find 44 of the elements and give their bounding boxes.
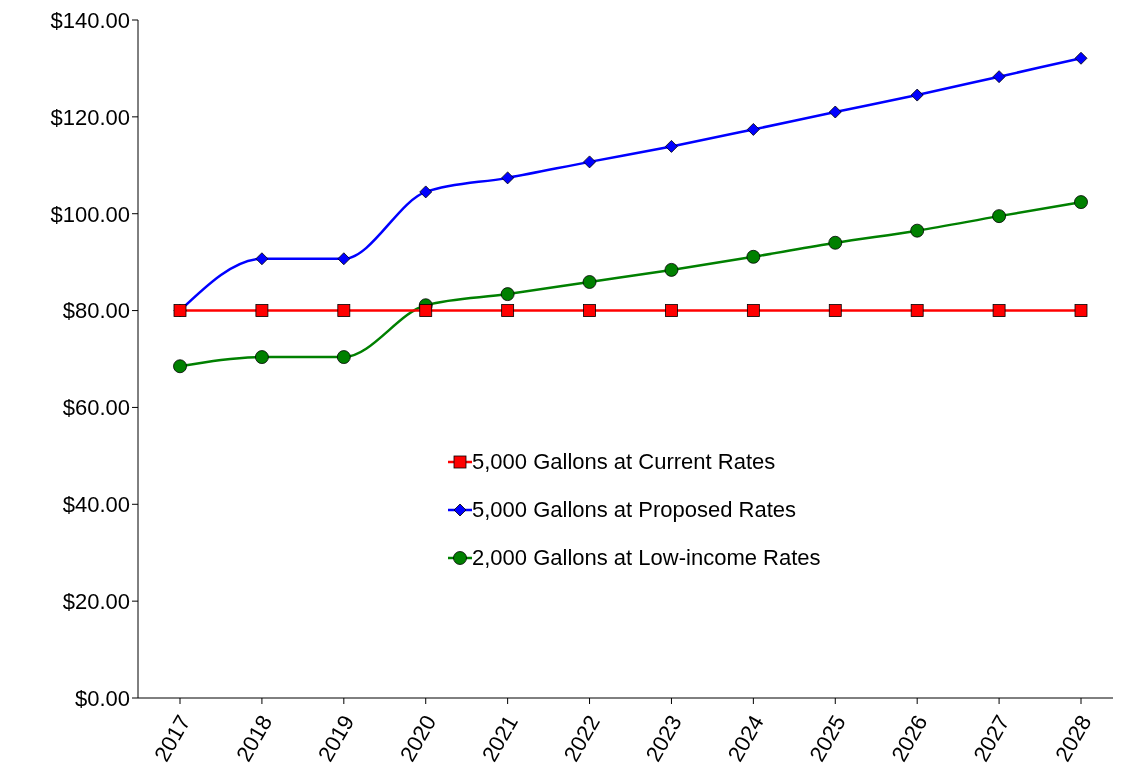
y-tick-label: $80.00 — [62, 298, 130, 324]
point — [173, 359, 187, 374]
point — [255, 350, 269, 364]
point — [828, 105, 842, 119]
y-tick-label: $60.00 — [62, 395, 130, 421]
point — [255, 304, 269, 317]
point — [746, 123, 760, 136]
point — [337, 304, 351, 317]
point — [583, 155, 596, 169]
point — [583, 304, 596, 317]
y-tick-label: $100.00 — [50, 201, 130, 227]
legend-label: 5,000 Gallons at Current Rates — [472, 449, 776, 475]
point — [665, 304, 678, 317]
point — [665, 140, 678, 153]
point — [910, 223, 925, 238]
point — [992, 209, 1006, 224]
point — [828, 235, 843, 250]
point — [828, 304, 842, 317]
point — [419, 185, 433, 199]
point — [419, 304, 433, 317]
y-tick-label: $0.00 — [74, 685, 130, 711]
point — [746, 304, 760, 317]
point — [746, 249, 761, 264]
point — [1074, 304, 1088, 317]
point — [1074, 51, 1088, 65]
point — [910, 88, 924, 102]
point — [500, 287, 515, 302]
point — [664, 262, 679, 277]
point — [582, 275, 597, 289]
legend-label: 2,000 Gallons at Low-income Rates — [472, 545, 821, 571]
point — [910, 304, 924, 317]
y-tick-label: $140.00 — [50, 7, 130, 33]
y-tick-label: $20.00 — [62, 588, 130, 614]
point — [255, 252, 269, 266]
y-tick-label: $40.00 — [62, 492, 130, 518]
point — [501, 304, 515, 317]
y-tick-label: $120.00 — [50, 104, 130, 130]
point — [337, 252, 351, 266]
point — [501, 171, 515, 185]
point — [1074, 195, 1088, 209]
legend-label: 5,000 Gallons at Proposed Rates — [472, 497, 797, 523]
point — [992, 304, 1006, 317]
point — [992, 70, 1006, 84]
point — [336, 350, 351, 364]
